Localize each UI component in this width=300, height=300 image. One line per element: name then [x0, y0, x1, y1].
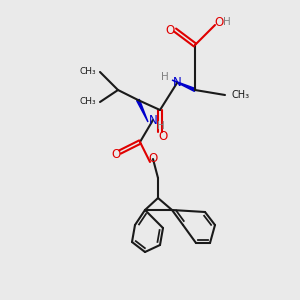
- Text: O: O: [165, 23, 175, 37]
- Text: N: N: [172, 76, 182, 89]
- Text: O: O: [148, 152, 158, 166]
- Text: O: O: [158, 130, 168, 142]
- Text: H: H: [223, 17, 231, 27]
- Text: CH₃: CH₃: [80, 68, 96, 76]
- Text: N: N: [148, 113, 158, 127]
- Text: H: H: [157, 121, 165, 131]
- Polygon shape: [136, 99, 148, 122]
- Text: CH₃: CH₃: [80, 98, 96, 106]
- Polygon shape: [172, 80, 196, 92]
- Text: O: O: [111, 148, 121, 160]
- Text: CH₃: CH₃: [232, 90, 250, 100]
- Text: O: O: [214, 16, 224, 28]
- Text: H: H: [161, 72, 169, 82]
